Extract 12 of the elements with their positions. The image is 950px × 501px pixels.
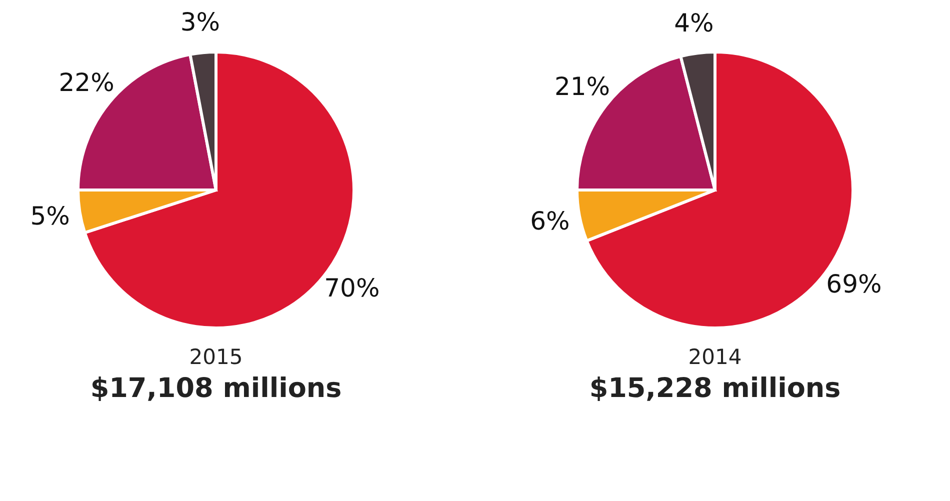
data-label: 21%	[554, 72, 610, 102]
text: $15,228 millions	[589, 373, 841, 404]
data-label: 4%	[674, 8, 714, 38]
data-label: 5%	[30, 201, 70, 230]
data-label: 22%	[58, 68, 114, 97]
text: $17,108 millions	[90, 373, 342, 404]
text: 2015	[189, 345, 243, 369]
text: 2014	[688, 345, 742, 369]
data-label: 69%	[826, 269, 882, 298]
data-label: 70%	[324, 274, 380, 303]
data-label: 3%	[180, 8, 220, 37]
data-label: 6%	[530, 206, 570, 236]
